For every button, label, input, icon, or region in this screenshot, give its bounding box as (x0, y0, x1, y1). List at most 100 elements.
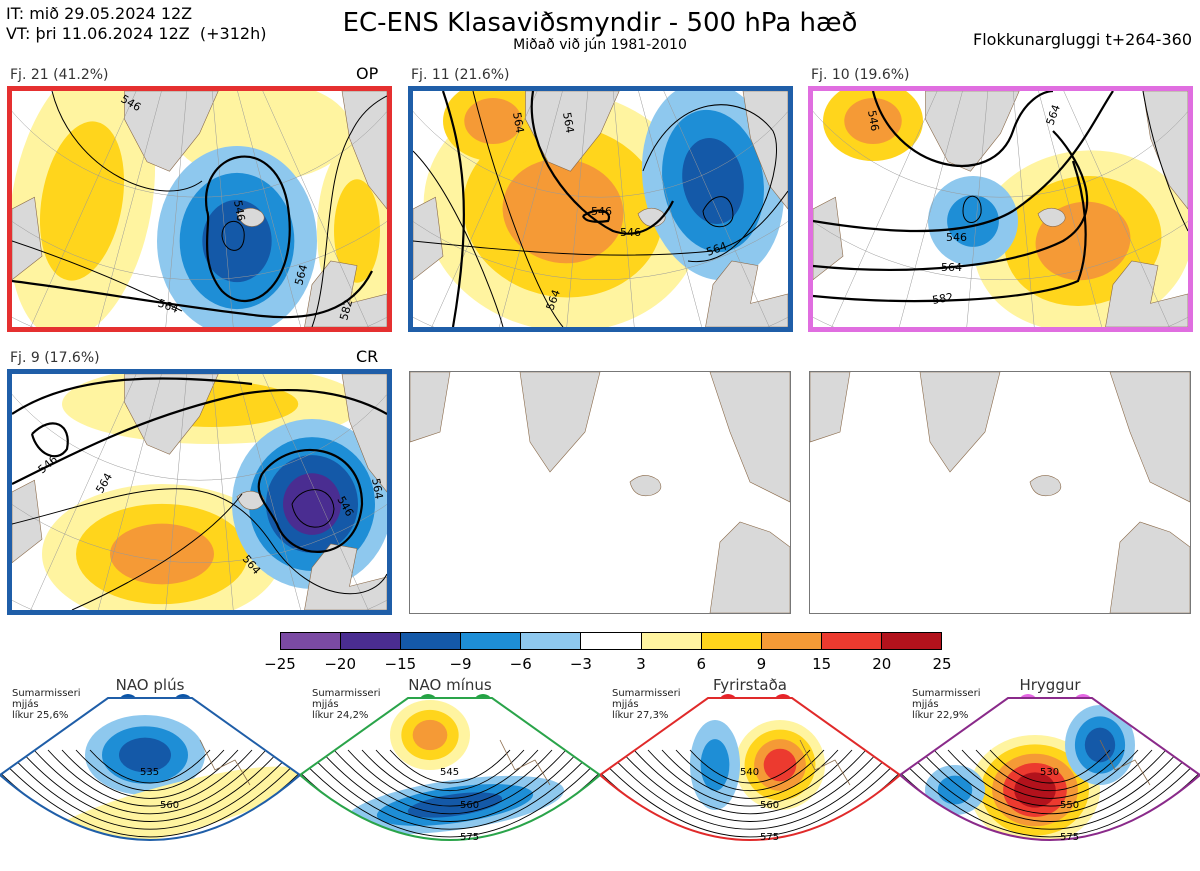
height-contour (257, 449, 364, 553)
regime-contour-label: 575 (1060, 832, 1079, 843)
positive-anomaly (34, 766, 300, 840)
meridian-line (1012, 91, 1035, 327)
regime-title: Hryggur (1019, 676, 1081, 694)
colorbar-segment-7 (701, 633, 762, 649)
latitude-circle (813, 221, 1188, 280)
meridian-line (211, 91, 234, 327)
height-contour (12, 488, 387, 595)
colorbar-segment-2 (401, 633, 462, 649)
height-contour (300, 749, 600, 838)
meridian-line (98, 91, 162, 327)
colorbar-tick: 9 (756, 655, 767, 673)
regime-note: Sumarmisseri mjjás líkur 22,9% (912, 688, 981, 721)
latitude-circle (12, 221, 387, 280)
greenland-shape (919, 372, 1001, 473)
regime-fan-map: 540 560 575 (600, 697, 900, 843)
colorbar-tick: −3 (569, 655, 592, 673)
iceland-shape (629, 475, 662, 496)
negative-anomaly (947, 195, 999, 247)
regime-title: NAO mínus (408, 676, 492, 694)
scandinavia-shape (709, 372, 790, 503)
colorbar-segment-5 (581, 633, 642, 649)
coastline (799, 739, 851, 786)
height-contour (33, 749, 267, 815)
height-contour (12, 270, 373, 319)
greenland-shape (925, 91, 1020, 172)
height-contour (989, 749, 1111, 784)
colorbar-tick: 3 (636, 655, 646, 673)
height-contour (919, 749, 1181, 822)
land-shape (813, 196, 844, 281)
meridian-line (612, 91, 635, 327)
meridian-line (663, 91, 770, 327)
contour-label: 546 (231, 199, 247, 222)
regime-fan-border (900, 697, 1200, 841)
negative-anomaly (1012, 849, 1048, 861)
height-contour (12, 240, 183, 312)
meridian-line (499, 91, 563, 327)
colorbar-segment-4 (521, 633, 582, 649)
positive-anomaly (502, 158, 624, 264)
panel-1-label: Fj. 21 (41.2%) (10, 67, 109, 83)
panel-4-tag: CR (356, 347, 379, 366)
colorbar-segment-9 (821, 633, 882, 649)
scandinavia-shape (1142, 91, 1188, 210)
coastline (499, 739, 551, 786)
colorbar-segment-3 (461, 633, 522, 649)
europe-shape (705, 260, 788, 327)
height-contour (530, 91, 674, 235)
height-contour (900, 749, 1200, 838)
latitude-circle (813, 111, 1188, 198)
meridian-line (237, 374, 301, 610)
height-contour (619, 749, 881, 822)
height-contour (813, 91, 1114, 233)
latitude-circle (12, 504, 387, 563)
scandinavia-shape (742, 91, 788, 210)
regime-contour-label: 560 (460, 800, 479, 811)
height-contour (375, 749, 525, 791)
iceland-shape (236, 207, 265, 227)
height-contour (51, 91, 203, 192)
regime-contour-label: 530 (1040, 767, 1059, 778)
colorbar-tick: 15 (812, 655, 832, 673)
panel-4-label: Fj. 9 (17.6%) (10, 350, 100, 366)
regime-contour-label: 560 (760, 800, 779, 811)
scandinavia-shape (341, 374, 387, 493)
meridian-line (30, 374, 137, 610)
height-contour (89, 749, 211, 784)
latitude-circle (413, 221, 788, 280)
height-contour (311, 95, 387, 327)
height-contour (221, 220, 245, 251)
regime-fan-border (300, 697, 600, 841)
colorbar-tick: −25 (264, 655, 296, 673)
iceland-shape (1029, 475, 1062, 496)
colorbar-tick: 25 (932, 655, 952, 673)
cluster-map-4: 546 546 564 564 564 (7, 369, 392, 615)
greenland-shape (525, 91, 620, 172)
regime-contour-label: 550 (1060, 800, 1079, 811)
regime-title: NAO plús (115, 676, 185, 694)
meridian-line (30, 91, 137, 327)
contour-label: 564 (560, 111, 576, 134)
coastline (199, 739, 251, 786)
panel-1-tag: OP (356, 64, 379, 83)
colorbar-tick: −20 (324, 655, 356, 673)
meridian-line (262, 91, 369, 327)
iceland-shape (1037, 207, 1066, 227)
contour-label: 564 (510, 111, 526, 134)
scandinavia-shape (1109, 372, 1190, 503)
height-contour (12, 377, 253, 415)
meridian-line (165, 374, 188, 610)
positive-anomaly (464, 98, 522, 144)
contour-label: 582 (931, 291, 954, 307)
positive-anomaly (334, 179, 380, 283)
regime-note: Sumarmisseri mjjás líkur 27,3% (612, 688, 681, 721)
negative-anomaly (682, 138, 744, 224)
colorbar-tick: −6 (509, 655, 532, 673)
positive-anomaly (39, 121, 125, 281)
regime-contour-label: 540 (740, 767, 759, 778)
positive-anomaly (844, 98, 902, 144)
contour-label: 564 (1044, 103, 1063, 127)
regime-note: Sumarmisseri mjjás líkur 24,2% (312, 688, 381, 721)
